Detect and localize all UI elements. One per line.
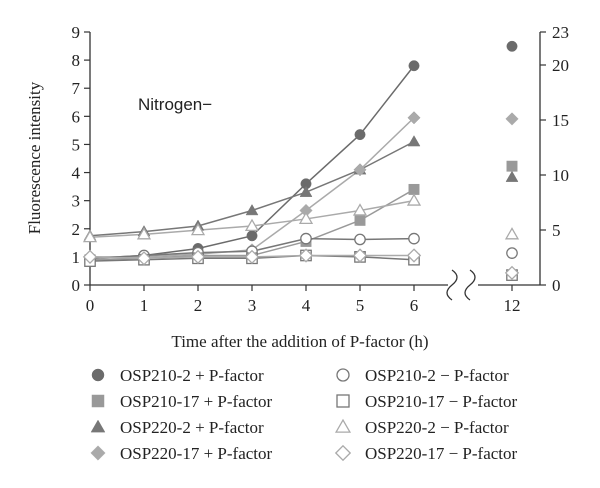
y-tick-label: 7 (72, 79, 81, 98)
y-tick-label: 8 (72, 51, 81, 70)
axis-break-curve-2 (464, 269, 476, 301)
data-point (246, 230, 258, 242)
data-point (354, 129, 366, 141)
legend-label: OSP220-2 + P-factor (120, 418, 264, 437)
data-point-12h (504, 227, 520, 240)
data-point (300, 232, 312, 245)
legend: OSP210-2 + P-factor OSP210-17 + P-factor O… (90, 366, 518, 463)
data-point (353, 163, 367, 177)
y2-tick-label: 0 (552, 276, 561, 295)
data-point (298, 211, 314, 225)
y-ticks-right: 0 5 10 15 20 23 (540, 23, 569, 295)
legend-marker (336, 368, 350, 382)
data-point-12h (506, 40, 518, 52)
y-tick-label: 5 (72, 135, 81, 154)
y-tick-label: 4 (72, 164, 81, 183)
data-point (354, 214, 366, 226)
y-tick-label: 0 (72, 276, 81, 295)
y-tick-label: 1 (72, 248, 81, 267)
y-tick-label: 3 (72, 192, 81, 211)
data-point (244, 218, 260, 232)
y2-tick-label: 15 (552, 111, 569, 130)
data-point (190, 222, 206, 236)
axis-break-curve-1 (446, 269, 458, 301)
legend-label: OSP220-17 − P-factor (365, 444, 518, 463)
data-point (406, 193, 422, 206)
data-point (406, 248, 422, 263)
x-ticks: 0 1 2 3 4 5 6 12 (86, 285, 521, 315)
legend-marker (91, 368, 105, 382)
x-tick-label: 0 (86, 296, 95, 315)
data-point (244, 249, 260, 265)
data-point (82, 229, 98, 243)
data-point-12h (506, 160, 518, 172)
data-point (190, 249, 206, 265)
data-point (298, 248, 314, 263)
data-point (352, 248, 368, 263)
data-point (407, 135, 421, 147)
x-axis-label: Time after the addition of P-factor (h) (171, 332, 428, 351)
y-tick-label: 6 (72, 107, 81, 126)
y-ticks-left: 0 1 2 3 4 5 6 7 8 9 (72, 23, 90, 295)
x-tick-label: 1 (140, 296, 149, 315)
data-point (408, 232, 420, 245)
data-point (245, 204, 259, 216)
y-tick-label: 9 (72, 23, 81, 42)
legend-marker (336, 394, 350, 408)
data-point-12h (505, 112, 519, 126)
axes (89, 32, 541, 301)
data-point (136, 251, 152, 266)
legend-label: OSP220-17 + P-factor (120, 444, 273, 463)
x-tick-label-12: 12 (504, 296, 521, 315)
x-tick-label: 2 (194, 296, 203, 315)
data-point-12h (504, 265, 520, 281)
data-point (354, 233, 366, 246)
series-markers (82, 40, 520, 281)
x-tick-label: 6 (410, 296, 419, 315)
data-point (408, 60, 420, 72)
legend-label: OSP210-2 + P-factor (120, 366, 264, 385)
legend-label: OSP210-17 + P-factor (120, 392, 273, 411)
legend-marker (334, 418, 352, 433)
data-point-12h (506, 247, 518, 259)
legend-marker (90, 419, 106, 433)
y2-tick-label: 10 (552, 166, 569, 185)
axis-break-symbol (446, 269, 476, 301)
y-axis-label: Fluorescence intensity (25, 81, 44, 234)
data-point (407, 111, 421, 125)
legend-marker (90, 445, 106, 461)
y2-tick-label: 23 (552, 23, 569, 42)
legend-label: OSP220-2 − P-factor (365, 418, 509, 437)
x-tick-label: 4 (302, 296, 311, 315)
nitrogen-annotation: Nitrogen− (138, 95, 212, 114)
y2-tick-label: 5 (552, 221, 561, 240)
data-point-12h (505, 170, 519, 182)
x-tick-label: 5 (356, 296, 365, 315)
legend-label: OSP210-2 − P-factor (365, 366, 509, 385)
legend-marker (91, 394, 105, 408)
y-tick-label: 2 (72, 220, 81, 239)
data-point (299, 185, 313, 197)
y2-tick-label: 20 (552, 56, 569, 75)
legend-label: OSP210-17 − P-factor (365, 392, 518, 411)
legend-marker (334, 444, 352, 462)
data-point (136, 227, 152, 240)
x-tick-label: 3 (248, 296, 257, 315)
data-point (352, 203, 368, 216)
data-point (82, 249, 98, 265)
data-point (408, 183, 420, 195)
